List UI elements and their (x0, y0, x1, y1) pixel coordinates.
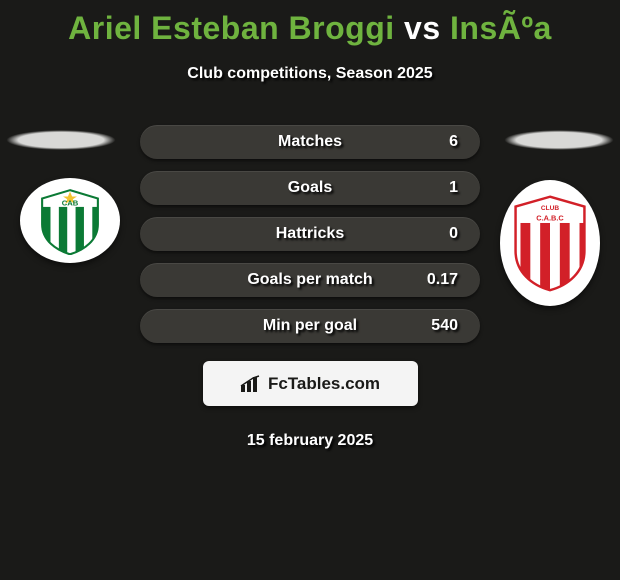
brand-label: FcTables.com (268, 374, 380, 394)
stat-label: Hattricks (202, 225, 418, 243)
bars-icon (240, 375, 262, 393)
stat-label: Matches (202, 133, 418, 151)
stat-label: Goals (202, 179, 418, 197)
stat-right-value: 1 (418, 179, 458, 197)
date: 15 february 2025 (0, 432, 620, 450)
svg-text:CLUB: CLUB (541, 205, 559, 212)
stat-row: Matches 6 (140, 125, 480, 159)
shield-icon: CAB (29, 186, 111, 256)
stat-row: Goals per match 0.17 (140, 263, 480, 297)
stat-right-value: 540 (418, 317, 458, 335)
shield-icon: CLUB C.A.B.C (509, 191, 591, 294)
club-crest-left: CAB (20, 178, 120, 263)
vs-word: vs (404, 10, 441, 46)
svg-text:CAB: CAB (62, 198, 79, 207)
decorative-ellipse-left (6, 130, 116, 150)
stat-right-value: 0 (418, 225, 458, 243)
stat-label: Min per goal (202, 317, 418, 335)
stat-row: Goals 1 (140, 171, 480, 205)
stats-column: Matches 6 Goals 1 Hattricks 0 Goals per … (140, 125, 480, 406)
club-crest-right: CLUB C.A.B.C (500, 180, 600, 306)
brand-box[interactable]: FcTables.com (203, 361, 418, 406)
stat-right-value: 6 (418, 133, 458, 151)
stat-label: Goals per match (202, 271, 418, 289)
stat-row: Hattricks 0 (140, 217, 480, 251)
player1-name: Ariel Esteban Broggi (68, 10, 395, 46)
stat-row: Min per goal 540 (140, 309, 480, 343)
player2-name: InsÃºa (450, 10, 552, 46)
subtitle: Club competitions, Season 2025 (0, 65, 620, 83)
stat-right-value: 0.17 (418, 271, 458, 289)
svg-text:C.A.B.C: C.A.B.C (536, 214, 564, 223)
decorative-ellipse-right (504, 130, 614, 150)
page-title: Ariel Esteban Broggi vs InsÃºa (0, 0, 620, 47)
